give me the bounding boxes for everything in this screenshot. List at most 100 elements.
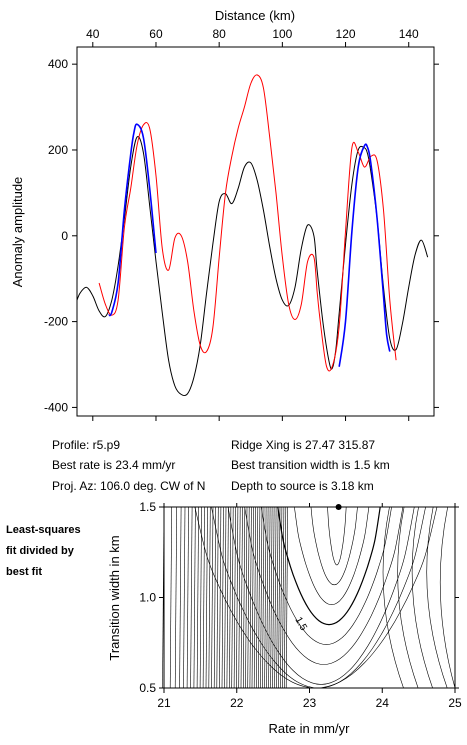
y-tick-label: -400 bbox=[44, 400, 68, 414]
contour-line bbox=[276, 506, 279, 689]
distance-axis-label: Distance (km) bbox=[215, 8, 295, 23]
y-tick-label: 1.0 bbox=[139, 591, 156, 605]
y-tick-label: 0 bbox=[61, 229, 68, 243]
side-note-line: fit divided by bbox=[6, 545, 74, 557]
contour-line bbox=[179, 506, 182, 689]
x-tick-label: 22 bbox=[230, 696, 244, 710]
profile-text: Profile: r5.p9 bbox=[52, 438, 121, 452]
contour-line bbox=[199, 506, 202, 689]
contour-line bbox=[202, 506, 205, 689]
contour-line bbox=[205, 506, 208, 689]
contour-line bbox=[240, 506, 243, 689]
contour-line bbox=[285, 506, 288, 689]
x-tick-label: 140 bbox=[399, 27, 419, 41]
anomaly-series bbox=[76, 74, 429, 397]
contour-line bbox=[280, 506, 283, 689]
contour-plot-frame bbox=[163, 506, 456, 689]
contour-line bbox=[213, 506, 216, 689]
x-tick-label: 24 bbox=[376, 696, 390, 710]
source-depth-text: Depth to source is 3.18 km bbox=[231, 479, 374, 493]
contour-value-label: 1.5 bbox=[292, 615, 309, 633]
best-width-text: Best transition width is 1.5 km bbox=[231, 458, 390, 472]
contour-line bbox=[226, 506, 229, 689]
rate-axis-label: Rate in mm/yr bbox=[269, 721, 351, 736]
fit_window-line bbox=[108, 123, 157, 317]
contour-line bbox=[183, 506, 186, 689]
side-note-line: Least-squares bbox=[6, 524, 81, 536]
contour-line bbox=[278, 506, 281, 689]
contour-line bbox=[277, 506, 381, 626]
contour-line bbox=[169, 506, 172, 689]
contour-line bbox=[268, 506, 271, 689]
contour-line bbox=[233, 506, 236, 689]
contour-line bbox=[208, 506, 211, 689]
width-axis-label: Transition width in km bbox=[107, 535, 122, 660]
fit_window-line bbox=[338, 143, 391, 367]
side-note-line: best fit bbox=[6, 566, 43, 578]
contour-line bbox=[260, 506, 263, 689]
contour-line bbox=[439, 506, 456, 689]
contour-line bbox=[260, 506, 392, 645]
contour-line bbox=[196, 506, 199, 689]
contour-line bbox=[216, 506, 219, 689]
x-tick-label: 40 bbox=[86, 27, 100, 41]
contour-line bbox=[264, 506, 267, 689]
contour-line bbox=[327, 506, 347, 566]
x-tick-label: 100 bbox=[272, 27, 292, 41]
contour-line bbox=[258, 506, 261, 689]
side-note: Least-squares fit divided by best fit bbox=[6, 520, 81, 583]
projection-azimuth-text: Proj. Az: 106.0 deg. CW of N bbox=[52, 479, 206, 493]
y-tick-label: 200 bbox=[48, 143, 68, 157]
contour-line bbox=[224, 506, 227, 689]
contour-line bbox=[272, 506, 275, 689]
contour-lines: 1.5 bbox=[162, 504, 456, 689]
best-fit-point bbox=[335, 504, 342, 510]
contour-line bbox=[274, 506, 277, 689]
contour-line bbox=[426, 506, 448, 689]
contour-line bbox=[247, 506, 250, 689]
contour-line bbox=[256, 506, 259, 689]
best-rate-text: Best rate is 23.4 mm/yr bbox=[52, 458, 176, 472]
contour-line bbox=[231, 506, 234, 689]
contour-line bbox=[266, 506, 269, 689]
ridge-crossing-text: Ridge Xing is 27.47 315.87 bbox=[231, 438, 376, 452]
contour-line bbox=[270, 506, 273, 689]
x-tick-label: 23 bbox=[303, 696, 317, 710]
contour-line bbox=[219, 506, 222, 689]
y-tick-label: 400 bbox=[48, 57, 68, 71]
x-tick-label: 25 bbox=[448, 696, 462, 710]
model-line bbox=[98, 74, 397, 372]
y-tick-label: 1.5 bbox=[139, 500, 156, 514]
anomaly-axis-ticks: 40 60 80 100 120 140 -400 -200 0 200 400 bbox=[44, 27, 439, 421]
y-tick-label: 0.5 bbox=[139, 681, 156, 695]
x-tick-label: 60 bbox=[149, 27, 163, 41]
contour-line bbox=[186, 506, 189, 689]
contour-line bbox=[382, 506, 404, 689]
contour-line bbox=[411, 506, 433, 689]
contour-line bbox=[190, 506, 193, 689]
contour-line bbox=[211, 506, 214, 689]
contour-line bbox=[253, 506, 256, 689]
contour-line bbox=[310, 506, 358, 586]
x-tick-label: 80 bbox=[212, 27, 226, 41]
contour-line bbox=[238, 506, 241, 689]
contour-line bbox=[194, 506, 438, 689]
x-tick-label: 120 bbox=[336, 27, 356, 41]
contour-line bbox=[229, 506, 232, 689]
contour-line bbox=[245, 506, 248, 689]
contour-line bbox=[227, 506, 415, 685]
contour-line bbox=[251, 506, 254, 689]
amplitude-axis-label: Anomaly amplitude bbox=[10, 177, 25, 288]
contour-line bbox=[294, 506, 370, 606]
contour-line bbox=[262, 506, 265, 689]
contour-line bbox=[282, 506, 285, 689]
y-tick-label: -200 bbox=[44, 315, 68, 329]
contour-line bbox=[221, 506, 224, 689]
x-tick-label: 21 bbox=[157, 696, 171, 710]
contour-line bbox=[193, 506, 196, 689]
contour-line bbox=[243, 506, 246, 689]
anomaly-plot-frame bbox=[76, 46, 435, 417]
contour-line bbox=[249, 506, 252, 689]
contour-line bbox=[174, 506, 177, 689]
